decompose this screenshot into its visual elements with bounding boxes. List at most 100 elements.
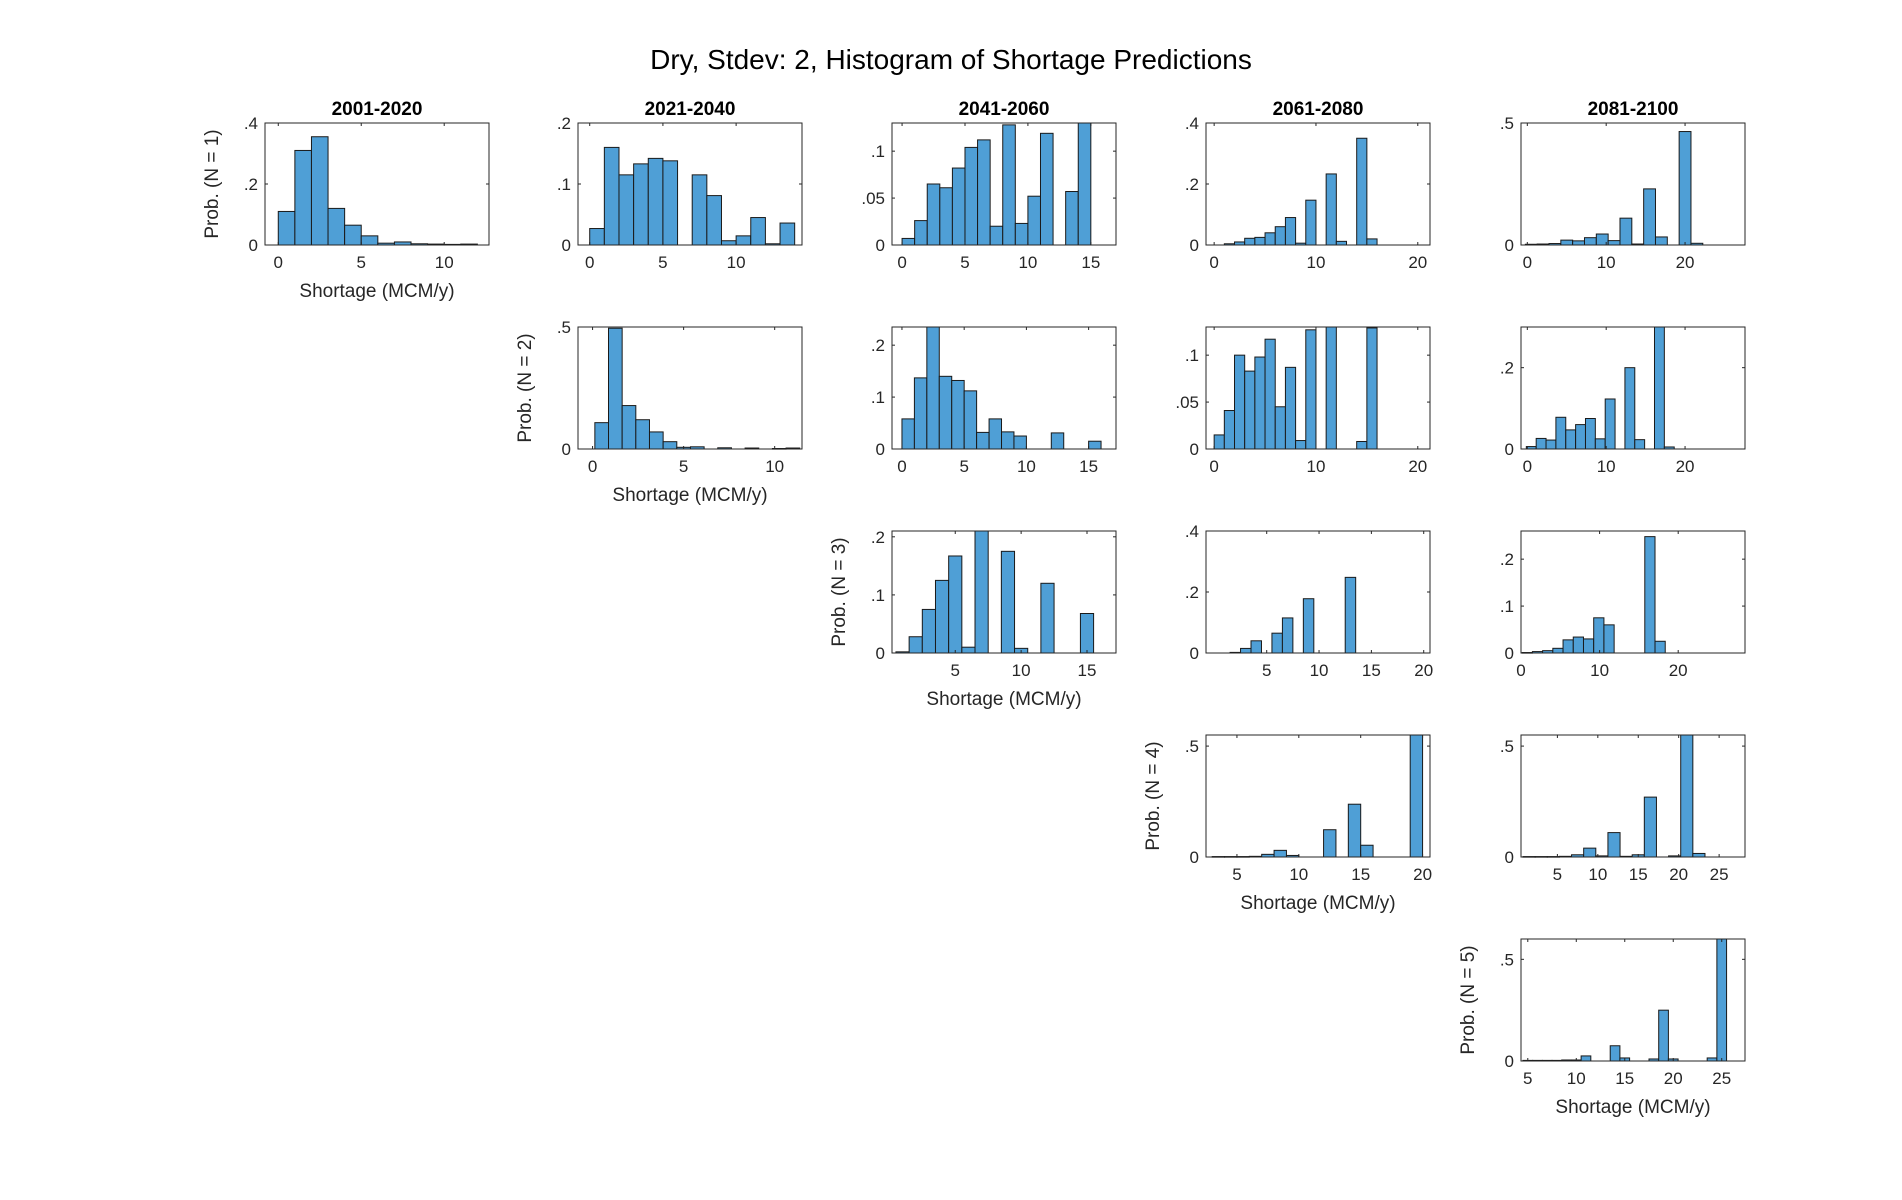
- histogram-bar: [1565, 429, 1577, 450]
- histogram-bar: [706, 195, 722, 246]
- histogram-bar: [989, 225, 1004, 246]
- x-tick-label: 0: [1209, 253, 1218, 272]
- y-tick-label: 0: [1505, 440, 1514, 459]
- y-axis-label: Prob. (N = 5): [1458, 945, 1479, 1054]
- histogram-bar: [951, 379, 965, 450]
- histogram-bar: [938, 375, 953, 450]
- histogram-panel: 0 10 20 0 .2: [1500, 326, 1746, 476]
- histogram-bar: [1302, 598, 1315, 654]
- histogram-panel: 0 10 20 0 .1 .2: [1500, 530, 1746, 680]
- axes-frame: [1520, 326, 1746, 450]
- histogram-bar: [948, 555, 963, 654]
- y-tick-label: 0: [1505, 1052, 1514, 1071]
- histogram-bar: [1593, 617, 1605, 654]
- histogram-bar: [913, 377, 928, 450]
- x-tick-label: 15: [1615, 1069, 1634, 1088]
- histogram-bar: [327, 207, 346, 246]
- histogram-bar: [1027, 195, 1041, 246]
- y-tick-label: .2: [1185, 583, 1199, 602]
- x-tick-label: 10: [727, 253, 746, 272]
- histogram-bar: [1014, 222, 1029, 246]
- histogram-bar: [1560, 239, 1574, 246]
- histogram-bar: [908, 636, 923, 654]
- histogram-bar: [1360, 844, 1374, 858]
- x-tick-label: 25: [1710, 865, 1729, 884]
- histogram-bar: [603, 146, 620, 246]
- y-tick-label: .2: [871, 528, 885, 547]
- axes-frame: [891, 122, 1117, 246]
- histogram-bar: [901, 237, 916, 246]
- x-tick-label: 20: [1669, 661, 1688, 680]
- histogram-bar: [1555, 416, 1567, 450]
- x-tick-label: 5: [959, 457, 968, 476]
- histogram-bar: [360, 235, 379, 246]
- histogram-bar: [1325, 173, 1337, 246]
- x-tick-label: 0: [1209, 457, 1218, 476]
- histogram-bar: [961, 646, 976, 654]
- x-axis-label: Shortage (MCM/y): [299, 281, 454, 302]
- y-tick-label: .2: [244, 175, 258, 194]
- histogram-bar: [963, 390, 978, 450]
- histogram-bar: [1654, 236, 1668, 246]
- axes-frame: [577, 326, 803, 450]
- histogram-bar: [921, 608, 936, 654]
- histogram-bar: [1624, 367, 1636, 450]
- histogram-bar: [1323, 829, 1337, 858]
- histogram-bar: [1643, 188, 1656, 246]
- y-tick-label: .1: [557, 175, 571, 194]
- y-tick-label: .2: [1500, 550, 1514, 569]
- histogram-bar: [1039, 132, 1054, 246]
- y-tick-label: .05: [861, 189, 885, 208]
- y-tick-label: 0: [1505, 848, 1514, 867]
- histogram-panel: 0 5 10 15 0 .05 .1 2041-2060: [861, 99, 1117, 272]
- y-tick-label: .1: [1185, 346, 1199, 365]
- histogram-bar: [1545, 439, 1557, 450]
- x-tick-label: 0: [897, 253, 906, 272]
- histogram-bar: [1284, 366, 1297, 450]
- y-tick-label: .5: [1500, 737, 1514, 756]
- histogram-bar: [691, 174, 708, 246]
- axes-frame: [1520, 122, 1746, 246]
- x-tick-label: 20: [1414, 661, 1433, 680]
- histogram-bar: [974, 530, 989, 654]
- histogram-panel: 5 10 15 20 25 0 .5 Shortage (MCM/y) Prob. (N = 5…: [1458, 938, 1746, 1118]
- histogram-bar: [1552, 647, 1564, 654]
- y-tick-label: 0: [562, 236, 571, 255]
- axes-frame: [891, 530, 1117, 654]
- histogram-bar: [939, 187, 953, 246]
- y-tick-label: .4: [1185, 114, 1199, 133]
- x-tick-label: 20: [1669, 865, 1688, 884]
- x-tick-label: 5: [1553, 865, 1562, 884]
- histogram-bar: [1264, 338, 1276, 450]
- histogram-bar: [1654, 640, 1666, 654]
- y-axis-label: Prob. (N = 2): [515, 333, 536, 442]
- histogram-bar: [1716, 938, 1728, 1062]
- histogram-bar: [1213, 434, 1225, 450]
- x-tick-label: 15: [1351, 865, 1370, 884]
- histogram-bar: [1643, 796, 1657, 858]
- histogram-bar: [1254, 356, 1266, 450]
- y-tick-label: .2: [871, 336, 885, 355]
- y-tick-label: .5: [1500, 114, 1514, 133]
- y-tick-label: .2: [1185, 175, 1199, 194]
- panel-title: 2041-2060: [959, 99, 1050, 120]
- x-tick-label: 10: [1597, 253, 1616, 272]
- histogram-bar: [1254, 236, 1266, 246]
- histogram-bar: [1575, 424, 1586, 450]
- x-tick-label: 25: [1712, 1069, 1731, 1088]
- x-tick-label: 5: [1523, 1069, 1532, 1088]
- histogram-bar: [1678, 131, 1692, 246]
- y-tick-label: .5: [557, 318, 571, 337]
- histogram-bar: [977, 139, 991, 246]
- axes-frame: [1520, 734, 1746, 858]
- histogram-panel: 0 10 20 0 .2 .4 2061-2080: [1185, 99, 1431, 272]
- y-tick-label: .05: [1175, 393, 1199, 412]
- y-tick-label: .2: [557, 114, 571, 133]
- x-axis-label: Shortage (MCM/y): [926, 689, 1081, 710]
- histogram-bar: [750, 217, 766, 246]
- axes-frame: [1520, 938, 1746, 1062]
- histogram-bar: [310, 136, 329, 246]
- histogram-panel: 5 10 15 20 25 0 .5: [1500, 734, 1746, 884]
- histogram-bar: [1653, 326, 1665, 450]
- histogram-panel: 0 5 10 0 .5 Shortage (MCM/y) Prob. (N = 2): [515, 318, 803, 506]
